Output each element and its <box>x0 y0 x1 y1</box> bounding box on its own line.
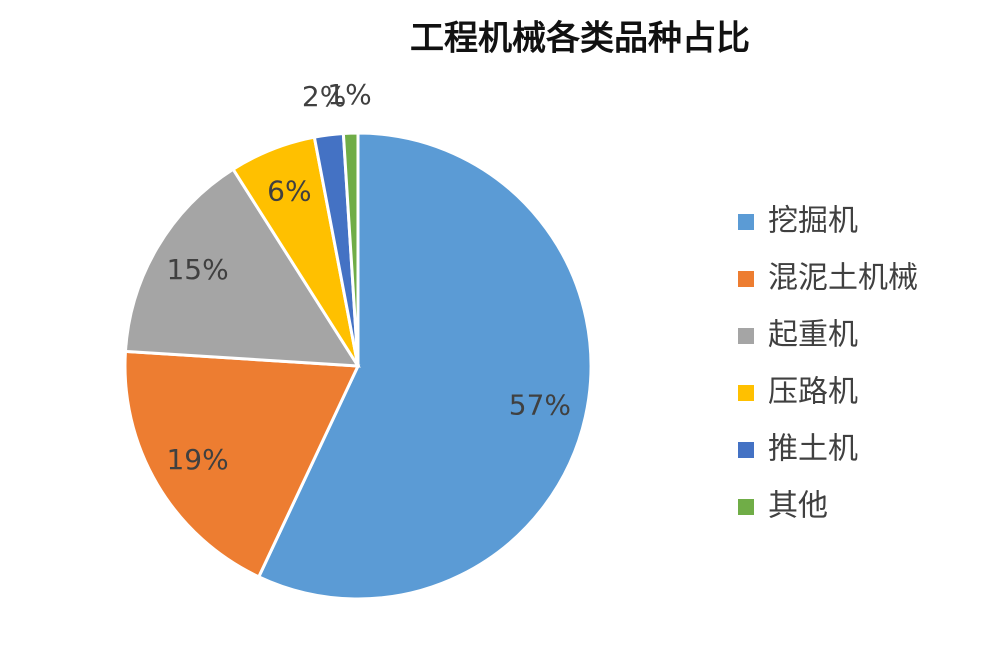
data-label: 2% <box>302 80 346 113</box>
legend-swatch <box>738 442 754 458</box>
legend-swatch <box>738 271 754 287</box>
pie-slice <box>256 131 593 601</box>
legend-swatch <box>738 328 754 344</box>
legend-label: 挖掘机 <box>768 204 858 239</box>
legend-label: 混泥土机械 <box>768 261 918 296</box>
legend-label: 推土机 <box>768 432 858 467</box>
legend-label: 起重机 <box>768 318 858 353</box>
data-label: 6% <box>267 175 311 208</box>
chart-title: 工程机械各类品种占比 <box>410 19 750 59</box>
data-label: 1% <box>327 78 371 111</box>
data-label: 57% <box>509 389 571 422</box>
pie-slice <box>123 349 361 579</box>
legend-swatch <box>738 499 754 515</box>
data-label: 19% <box>166 443 228 476</box>
pie-slice <box>123 167 361 368</box>
pie-slice <box>341 131 360 367</box>
legend-swatch <box>738 214 754 230</box>
legend-label: 其他 <box>768 489 828 524</box>
data-label: 15% <box>166 253 228 286</box>
legend-label: 压路机 <box>768 375 858 410</box>
legend-swatch <box>738 385 754 401</box>
